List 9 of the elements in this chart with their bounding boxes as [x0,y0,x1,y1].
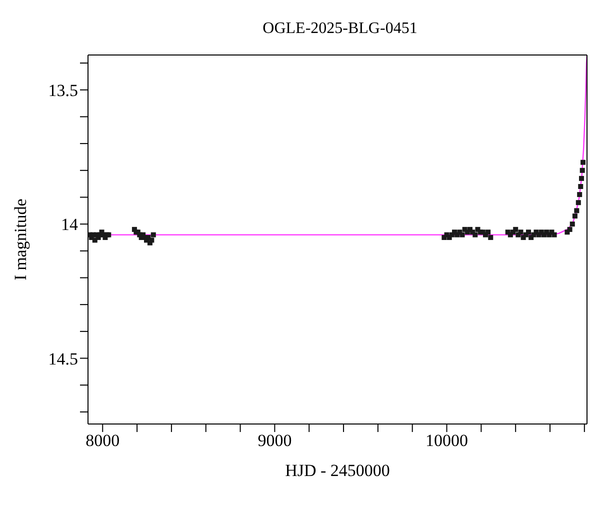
y-tick-label: 14 [61,215,78,234]
x-axis-title: HJD - 2450000 [285,461,390,480]
y-tick-label: 13.5 [48,80,78,100]
y-tick-label: 14.5 [48,349,78,368]
x-tick-label: 10000 [426,431,468,450]
x-tick-label: 8000 [86,431,120,450]
chart-title: OGLE-2025-BLG-0451 [262,19,418,39]
y-axis-title: I magnitude [11,198,30,280]
x-tick-label: 9000 [258,431,292,450]
